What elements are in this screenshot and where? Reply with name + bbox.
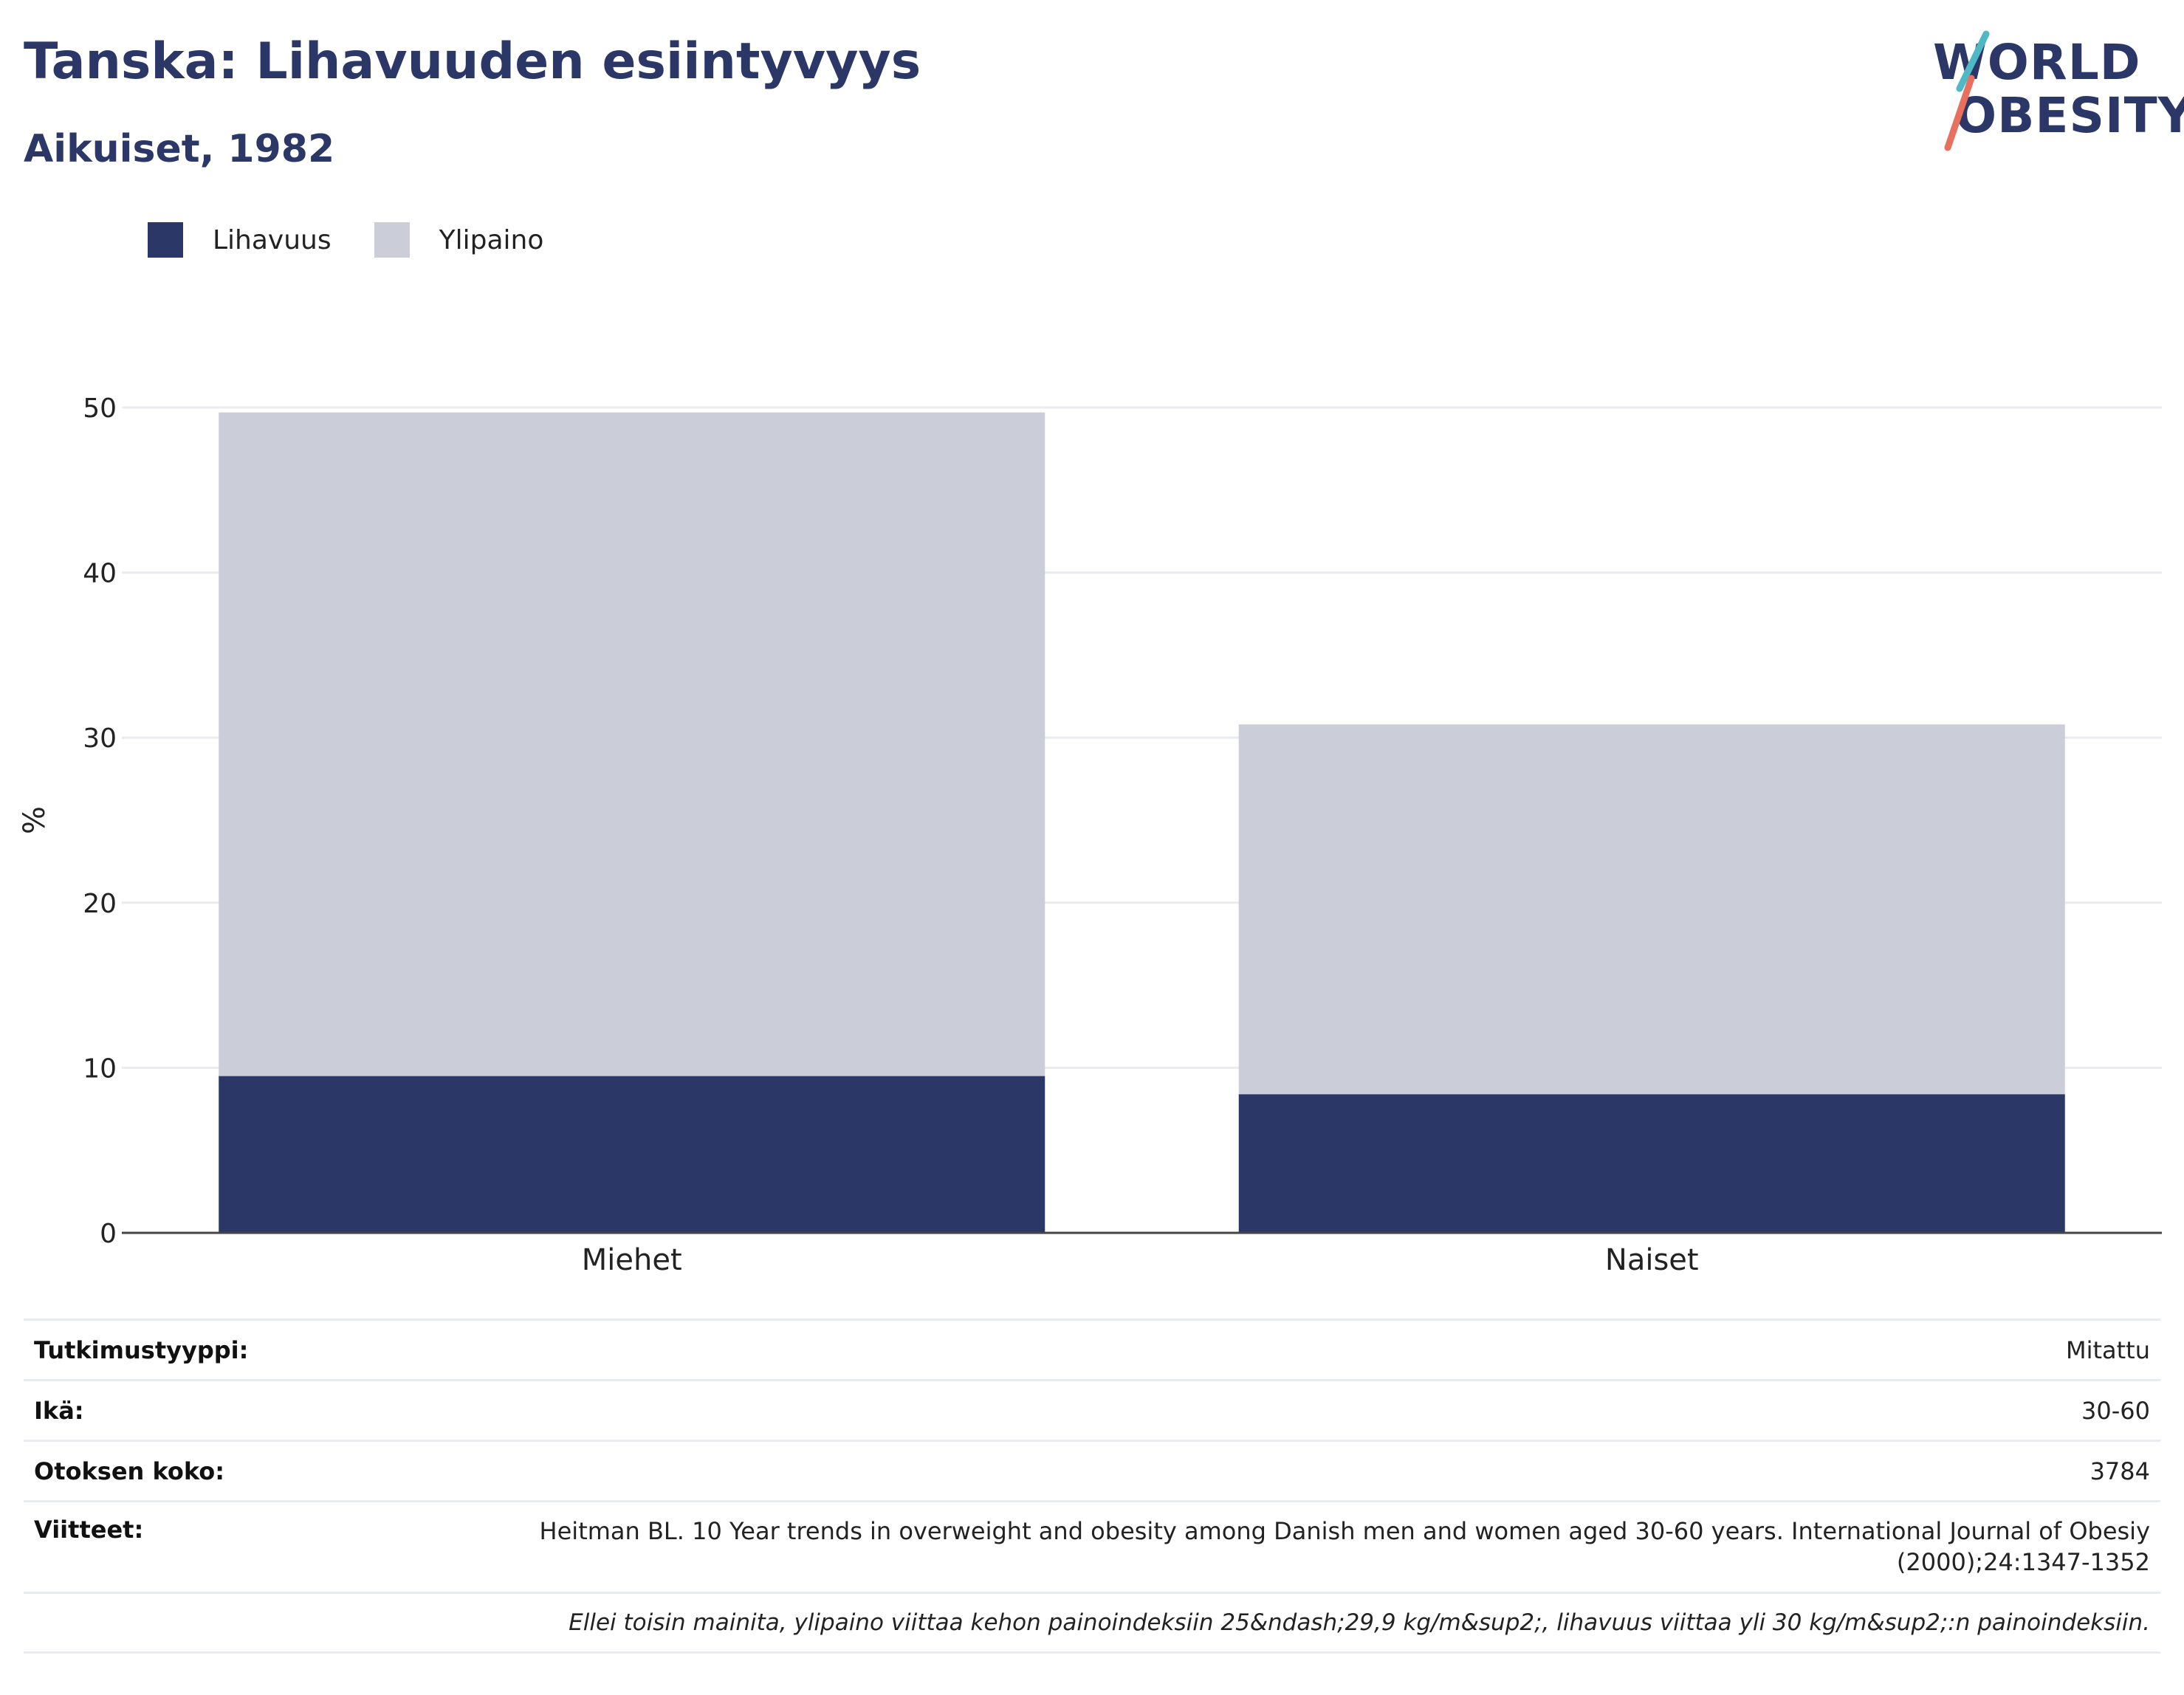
y-tick-label: 40: [83, 559, 117, 589]
legend-item-obesity[interactable]: Lihavuus: [148, 222, 332, 258]
y-tick-label: 10: [83, 1053, 117, 1084]
references-label: Viitteet:: [34, 1516, 144, 1544]
legend-label-obesity: Lihavuus: [213, 224, 332, 255]
bar-ylipaino: [219, 412, 1045, 1076]
info-row-study-type: Tutkimustyyppi: Mitattu: [24, 1318, 2160, 1379]
y-axis-label: %: [18, 806, 52, 834]
page-title: Tanska: Lihavuuden esiintyvyys: [24, 32, 921, 91]
info-row-sample-size: Otoksen koko: 3784: [24, 1440, 2160, 1500]
y-tick-label: 20: [83, 889, 117, 919]
legend-swatch-overweight: [374, 222, 410, 258]
references-value: Heitman BL. 10 Year trends in overweight…: [539, 1517, 2150, 1576]
sample-size-label: Otoksen koko:: [34, 1457, 225, 1485]
stacked-bar-chart: 0 10 20 30 40 50 Miehet Naiset%: [18, 393, 2162, 1277]
legend-swatch-obesity: [148, 222, 183, 258]
y-tick-label: 0: [100, 1219, 117, 1249]
age-value: 30-60: [2081, 1396, 2150, 1425]
x-tick-label: Naiset: [1605, 1243, 1699, 1277]
info-row-note: Ellei toisin mainita, ylipaino viittaa k…: [24, 1592, 2160, 1654]
page-subtitle: Aikuiset, 1982: [24, 127, 335, 171]
study-type-label: Tutkimustyyppi:: [34, 1335, 249, 1364]
world-obesity-logo: WORLD OBESITY: [1927, 27, 2184, 159]
bar-lihavuus: [219, 1076, 1045, 1233]
y-tick-label: 30: [83, 723, 117, 754]
study-info-table: Tutkimustyyppi: Mitattu Ikä: 30-60 Otoks…: [24, 1318, 2160, 1654]
y-tick-label: 50: [83, 393, 117, 424]
bar-ylipaino: [1238, 724, 2065, 1095]
legend-item-overweight[interactable]: Ylipaino: [374, 222, 544, 258]
legend-label-overweight: Ylipaino: [439, 224, 544, 255]
sample-size-value: 3784: [2089, 1457, 2150, 1485]
x-tick-label: Miehet: [582, 1243, 682, 1277]
study-type-value: Mitattu: [2065, 1335, 2150, 1364]
bar-lihavuus: [1238, 1094, 2065, 1233]
info-row-references: Viitteet: Heitman BL. 10 Year trends in …: [24, 1500, 2160, 1592]
age-label: Ikä:: [34, 1396, 84, 1425]
definition-note: Ellei toisin mainita, ylipaino viittaa k…: [569, 1609, 2150, 1636]
info-row-age: Ikä: 30-60: [24, 1379, 2160, 1440]
logo-line2: OBESITY: [1955, 87, 2184, 144]
logo-slash-icon: [1944, 30, 1990, 151]
chart-legend: Lihavuus Ylipaino: [148, 221, 586, 258]
